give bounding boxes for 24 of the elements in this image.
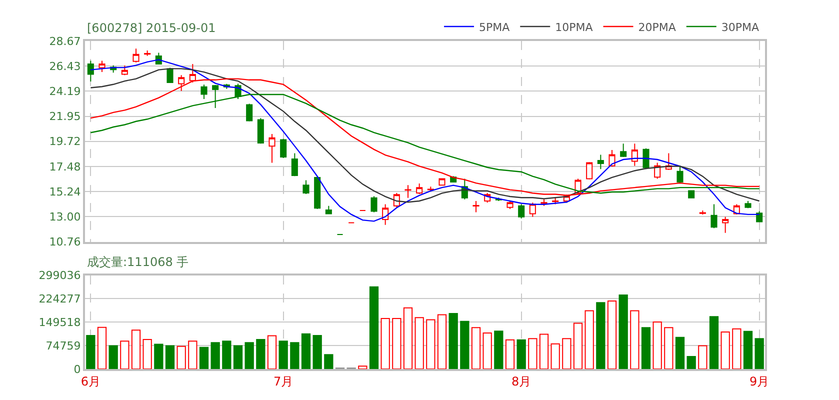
y-tick-label: 28.67: [49, 34, 81, 48]
y-tick-label: 10.76: [49, 236, 81, 249]
x-tick-label: 8月: [512, 374, 532, 388]
legend-label: 5PMA: [479, 20, 510, 34]
x-tick-label: 7月: [274, 374, 294, 388]
y-tick-label: 26.43: [49, 60, 81, 73]
x-tick-label: 6月: [80, 374, 100, 388]
legend-label: 30PMA: [721, 20, 760, 34]
chart-title: 成交量:111068 手: [87, 255, 189, 269]
y-tick-label: 15.24: [49, 185, 81, 198]
y-tick-label: 13.00: [49, 210, 81, 224]
y-tick-label: 17.48: [49, 160, 81, 174]
y-tick-label: 224277: [38, 292, 81, 306]
y-tick-label: 0: [74, 362, 81, 376]
y-tick-label: 299036: [38, 269, 81, 282]
chart-title: [600278] 2015-09-01: [87, 21, 216, 35]
x-tick-label: 9月: [750, 374, 770, 388]
y-tick-label: 21.95: [49, 110, 81, 124]
y-tick-label: 149518: [38, 316, 81, 329]
y-tick-label: 74759: [46, 339, 81, 352]
y-tick-label: 24.19: [49, 85, 81, 98]
y-tick-label: 19.72: [49, 135, 81, 148]
legend-label: 20PMA: [638, 20, 676, 34]
legend-label: 10PMA: [555, 20, 594, 34]
